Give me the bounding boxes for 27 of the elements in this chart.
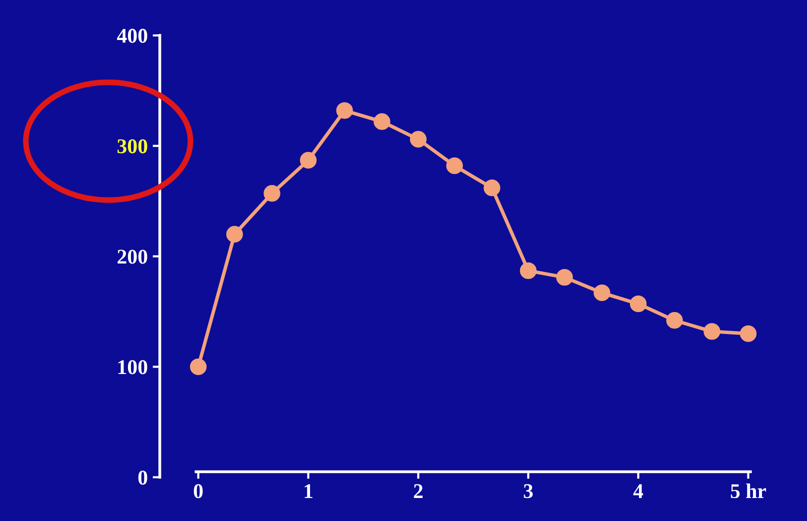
point [374,113,390,130]
point [446,157,463,174]
point [226,226,243,243]
point [594,284,610,302]
x-tick-label: 3 [524,484,533,498]
point [704,323,720,340]
y-tick-label: 400 [117,28,148,43]
point [740,325,757,342]
point [264,185,280,202]
point [336,102,353,119]
x-tick-label: 0 [194,484,203,498]
point [484,180,500,196]
y-tick-label: 300 [118,139,148,154]
point [666,312,683,329]
y-tick-label: 0 [138,470,148,485]
x-tick-label: 2 [414,484,423,498]
point [300,152,317,169]
y-tick-label: 100 [118,360,148,374]
x-tick-label: 4 [633,484,644,498]
point [520,262,537,280]
point [190,358,207,376]
point [556,268,573,286]
point [410,130,427,148]
y-tick-label: 200 [118,250,148,264]
point [630,295,647,312]
x-tick-label: 5 hr [730,484,766,498]
x-tick-label: 1 [304,484,312,498]
